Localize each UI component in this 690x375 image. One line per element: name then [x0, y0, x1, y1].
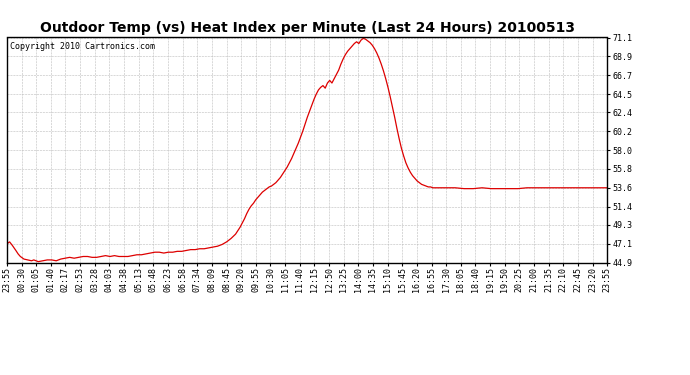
Title: Outdoor Temp (vs) Heat Index per Minute (Last 24 Hours) 20100513: Outdoor Temp (vs) Heat Index per Minute … — [39, 21, 575, 35]
Text: Copyright 2010 Cartronics.com: Copyright 2010 Cartronics.com — [10, 42, 155, 51]
